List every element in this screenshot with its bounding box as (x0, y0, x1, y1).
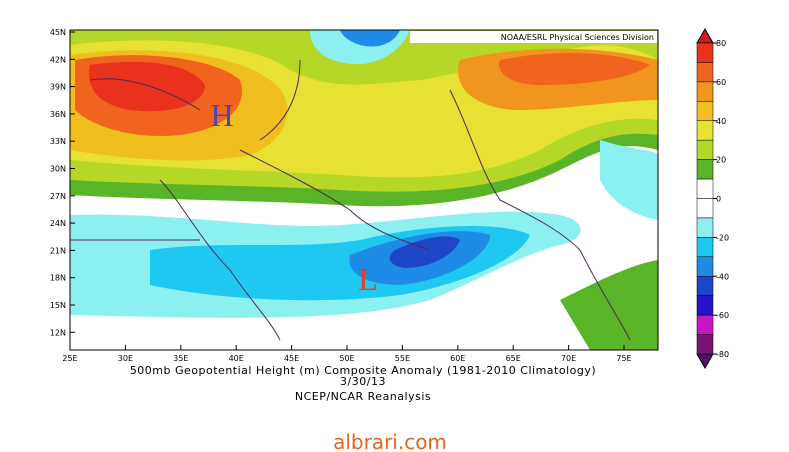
colorbar-swatch (696, 198, 714, 219)
lon-label: 45E (284, 354, 299, 363)
lat-label: 27N (50, 192, 66, 201)
colorbar-label: 0 (716, 195, 721, 204)
colorbar-swatch (696, 159, 714, 180)
credit: NOAA/ESRL Physical Sciences Division (501, 33, 654, 42)
high-label: H (210, 97, 233, 133)
colorbar-swatch (696, 62, 714, 83)
colorbar-swatch (696, 139, 714, 160)
credit-box (410, 31, 657, 43)
colorbar-label: 60 (716, 78, 726, 87)
lat-label: 15N (50, 301, 66, 310)
lat-label: 21N (50, 246, 66, 255)
lat-label: 30N (50, 165, 66, 174)
lon-label: 30E (118, 354, 133, 363)
lat-label: 33N (50, 137, 66, 146)
colorbar-swatch (696, 101, 714, 121)
colorbar-bottom (696, 353, 714, 370)
colorbar-swatch (696, 120, 714, 141)
colorbar-label: 20 (716, 156, 726, 165)
lat-label: 18N (50, 274, 66, 283)
lon-label: 50E (339, 354, 354, 363)
colorbar-top (696, 27, 714, 44)
colorbar-label: 80 (716, 39, 726, 48)
lon-label: 70E (561, 354, 576, 363)
colorbar-swatch (696, 295, 714, 316)
lat-label: 36N (50, 110, 66, 119)
colorbar-label: 40 (716, 117, 726, 126)
lon-label: 75E (616, 354, 631, 363)
caption-line: 500mb Geopotential Height (m) Composite … (130, 364, 596, 377)
colorbar-swatch (696, 217, 714, 238)
map-field (70, 30, 658, 350)
caption-source: NCEP/NCAR Reanalysis (295, 390, 431, 403)
colorbar-swatch (696, 276, 714, 296)
colorbar-swatch (696, 42, 714, 63)
colorbar-label: -40 (716, 272, 729, 281)
colorbar-label: -60 (716, 311, 729, 320)
lon-label: 40E (229, 354, 244, 363)
colorbar-label: -80 (716, 350, 729, 359)
lon-label: 25E (62, 354, 77, 363)
lon-label: 55E (395, 354, 410, 363)
lat-label: 39N (50, 83, 66, 92)
colorbar-swatch (696, 256, 714, 277)
colorbar-swatch (696, 314, 714, 335)
colorbar-swatch (696, 178, 714, 199)
lat-label: 45N (50, 28, 66, 37)
colorbar-swatch (696, 334, 714, 355)
lon-label: 60E (450, 354, 465, 363)
colorbar-swatch (696, 237, 714, 258)
low-label: L (358, 261, 378, 297)
lat-label: 24N (50, 219, 66, 228)
watermark: albrari.com (333, 430, 447, 452)
colorbar-swatch (696, 81, 714, 102)
caption-date: 3/30/13 (340, 375, 386, 388)
colorbar-label: -20 (716, 233, 729, 242)
lon-label: 65E (506, 354, 521, 363)
lat-label: 12N (50, 328, 66, 337)
map-frame (69, 29, 659, 351)
lat-label: 42N (50, 55, 66, 64)
lon-label: 35E (173, 354, 188, 363)
